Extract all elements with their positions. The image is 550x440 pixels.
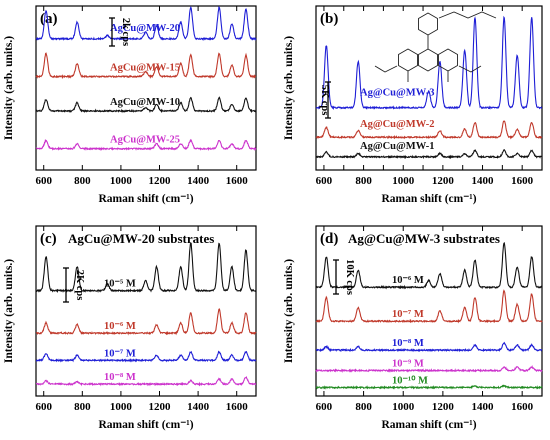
x-tick-label: 1000 (392, 401, 415, 413)
series-label: AgCu@MW-20 (110, 23, 180, 34)
x-tick-label: 1000 (392, 175, 415, 187)
plot-frame (35, 5, 257, 171)
x-tick-label: 800 (74, 401, 91, 413)
x-tick-label: 600 (35, 401, 52, 413)
x-tick-label: 1600 (511, 401, 534, 413)
series-line (35, 52, 257, 80)
panel-title: Ag@Cu@MW-3 substrates (348, 231, 500, 246)
panel-a: 600 800 1000 1200 1400 1600 Raman shift (cm⁻¹)… (3, 5, 257, 205)
scale-bar-label: 5K cps (319, 85, 330, 116)
series-line (36, 376, 257, 387)
series-label: AgCu@MW-15 (110, 63, 180, 74)
series-label: AgCu@MW-25 (110, 135, 180, 146)
series-label: 10⁻¹⁰ M (392, 375, 428, 387)
x-tick-label: 1200 (149, 175, 172, 187)
y-axis-label: Intensity (arb. units.) (283, 36, 295, 140)
panel-title: AgCu@MW-20 substrates (68, 231, 214, 246)
panel-d: 600 800 1000 1200 1400 1600 Raman shift (cm⁻¹)… (283, 225, 543, 431)
plot-frame (315, 225, 543, 397)
x-tick-label: 1400 (472, 175, 495, 187)
scale-bar-label: 2k cps (120, 18, 131, 46)
y-axis-label: Intensity (arb. units.) (3, 259, 15, 363)
molecule-structure-icon (374, 11, 497, 82)
series-label: 10⁻⁷ M (104, 348, 136, 359)
panel-letter: (b) (320, 11, 338, 27)
series-line (35, 242, 257, 294)
series-line (315, 149, 542, 160)
x-tick-label: 600 (316, 175, 333, 187)
panel-letter: (a) (40, 11, 58, 27)
panel-letter: (c) (40, 231, 57, 247)
x-axis-label: Raman shift (cm⁻¹) (98, 419, 193, 431)
series-line (315, 341, 543, 353)
scale-bar-label: 2K cps (74, 270, 85, 301)
x-tick-label: 1600 (226, 175, 249, 187)
x-axis-label: Raman shift (cm⁻¹) (381, 193, 476, 205)
series-label: 10⁻⁷ M (392, 309, 424, 320)
panel-letter: (d) (320, 231, 338, 247)
x-tick-label: 1600 (226, 401, 249, 413)
x-tick-label: 1000 (110, 401, 133, 413)
series-label: 10⁻⁶ M (392, 275, 424, 286)
x-tick-label: 1400 (187, 401, 210, 413)
series-line (315, 289, 543, 324)
x-axis-label: Raman shift (cm⁻¹) (381, 419, 476, 431)
series-label: 10⁻⁸ M (392, 338, 424, 349)
series-line (36, 96, 257, 114)
series-line (315, 120, 543, 140)
series-label: 10⁻⁶ M (104, 321, 136, 332)
x-tick-label: 1600 (511, 175, 534, 187)
x-tick-label: 1400 (472, 401, 495, 413)
x-axis-label: Raman shift (cm⁻¹) (98, 193, 193, 205)
plot-frame (315, 5, 543, 171)
y-axis-label: Intensity (arb. units.) (3, 36, 15, 140)
panel-b: 600 800 1000 1200 1400 1600 Raman shift (cm⁻¹)… (283, 5, 543, 205)
y-axis-label: Intensity (arb. units.) (283, 259, 295, 363)
x-tick-label: 1000 (110, 175, 133, 187)
series-line (315, 242, 543, 290)
x-tick-label: 1400 (187, 175, 210, 187)
x-tick-label: 1200 (432, 401, 455, 413)
series-label: 10⁻⁸ M (104, 372, 136, 383)
series-line (35, 138, 257, 151)
series-label: Ag@Cu@MW-1 (360, 141, 435, 152)
x-tick-label: 1200 (149, 401, 172, 413)
series-label: 10⁻⁹ M (392, 359, 424, 370)
x-tick-label: 800 (355, 175, 372, 187)
x-tick-label: 800 (74, 175, 91, 187)
series-label: AgCu@MW-10 (110, 97, 180, 108)
panel-c: 600 800 1000 1200 1400 1600 Raman shift (cm⁻¹)… (3, 225, 257, 431)
x-tick-label: 600 (316, 401, 333, 413)
series-line (35, 350, 257, 363)
plot-frame (35, 225, 257, 397)
x-tick-label: 600 (35, 175, 52, 187)
series-line (35, 6, 257, 42)
series-line (35, 308, 257, 336)
series-line (315, 15, 543, 111)
series-label: 10⁻⁵ M (104, 279, 136, 290)
series-line (315, 384, 543, 390)
x-tick-label: 1200 (432, 175, 455, 187)
scale-bar-label: 10K cps (344, 259, 355, 295)
x-tick-label: 800 (355, 401, 372, 413)
series-label: Ag@Cu@MW-3 (360, 88, 435, 99)
series-line (315, 365, 543, 374)
series-label: Ag@Cu@MW-2 (360, 119, 435, 130)
